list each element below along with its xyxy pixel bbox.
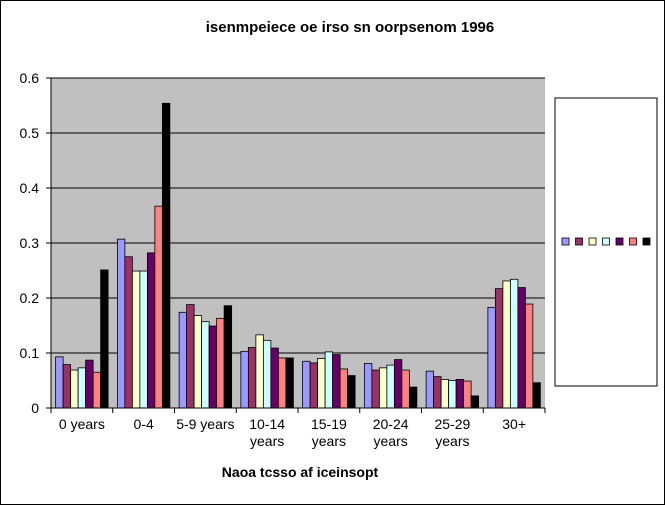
bar bbox=[208, 325, 218, 409]
legend-items bbox=[561, 237, 651, 246]
bar bbox=[440, 378, 450, 409]
bar bbox=[216, 317, 225, 409]
legend-swatch bbox=[629, 237, 637, 246]
x-tick-label: 0-4 bbox=[134, 416, 154, 432]
bar bbox=[470, 395, 480, 409]
bar bbox=[186, 304, 195, 409]
bar bbox=[178, 311, 188, 409]
bar bbox=[463, 380, 472, 409]
bar bbox=[363, 363, 373, 409]
bar bbox=[302, 360, 311, 409]
bar bbox=[116, 238, 126, 409]
x-tick-labels: 0 years 0-4 5-9 years 10-14 years 15-19 years 2… bbox=[50, 408, 546, 449]
bar bbox=[494, 288, 504, 409]
bar bbox=[131, 270, 141, 409]
bar bbox=[146, 252, 156, 409]
x-tick-label: 20-24 years bbox=[373, 416, 409, 449]
bar bbox=[255, 334, 264, 409]
bar bbox=[124, 256, 133, 409]
legend-swatch bbox=[602, 237, 610, 246]
bar bbox=[425, 370, 435, 409]
bar bbox=[277, 357, 287, 409]
bar bbox=[347, 375, 356, 409]
bar bbox=[70, 369, 79, 409]
bar bbox=[524, 303, 534, 409]
legend-swatch bbox=[588, 237, 597, 246]
y-tick-label: 0.4 bbox=[20, 180, 40, 196]
bar bbox=[139, 270, 148, 409]
bar bbox=[270, 347, 279, 409]
x-tick-label: 5-9 years bbox=[176, 416, 234, 432]
y-tick-label: 0 bbox=[31, 400, 39, 416]
bar bbox=[433, 376, 442, 409]
y-tick-label: 0.2 bbox=[20, 290, 40, 306]
bar bbox=[401, 369, 410, 409]
bar bbox=[240, 350, 249, 409]
bar bbox=[393, 359, 403, 409]
legend-swatch bbox=[575, 237, 583, 246]
y-tick-label: 0.3 bbox=[20, 235, 40, 251]
bar bbox=[317, 358, 326, 409]
bar bbox=[77, 367, 87, 409]
bar bbox=[502, 280, 511, 409]
bar bbox=[285, 357, 294, 409]
bar bbox=[193, 315, 203, 409]
x-tick-label: 30+ bbox=[502, 416, 526, 432]
bar bbox=[517, 287, 526, 409]
bar bbox=[85, 359, 94, 409]
bars bbox=[55, 102, 541, 409]
bar bbox=[448, 380, 457, 409]
bar bbox=[509, 278, 519, 409]
chart-title: isenmpeiece oe irso sn oorpsenom 1996 bbox=[206, 19, 494, 36]
bar bbox=[386, 364, 395, 409]
legend-swatch bbox=[642, 237, 651, 246]
x-tick-label: 10-14 years bbox=[249, 416, 285, 449]
bar bbox=[62, 364, 72, 409]
bar bbox=[455, 378, 465, 409]
x-tick-label: 25-29 years bbox=[434, 416, 470, 449]
bar bbox=[324, 351, 334, 409]
legend-swatch bbox=[615, 237, 624, 246]
bar bbox=[309, 362, 319, 409]
bar bbox=[378, 367, 388, 409]
bar bbox=[161, 102, 171, 409]
x-tick-label: 15-19 years bbox=[311, 416, 347, 449]
bar bbox=[262, 339, 272, 409]
legend-swatch bbox=[561, 237, 570, 246]
bar bbox=[92, 371, 102, 409]
bar bbox=[247, 347, 257, 409]
x-tick-label: 0 years bbox=[59, 416, 105, 432]
y-tick-labels: 0 0.1 0.2 0.3 0.4 0.5 0.6 bbox=[20, 70, 51, 416]
y-tick-label: 0.1 bbox=[20, 345, 40, 361]
bar bbox=[487, 306, 496, 409]
bar bbox=[408, 386, 418, 409]
bar bbox=[100, 269, 109, 409]
x-axis-title: Naoa tcsso af iceinsopt bbox=[222, 464, 379, 480]
bar bbox=[154, 205, 163, 409]
y-tick-label: 0.6 bbox=[20, 70, 40, 86]
bar bbox=[223, 305, 233, 409]
y-tick-label: 0.5 bbox=[20, 125, 40, 141]
bar bbox=[55, 356, 64, 409]
bar bbox=[532, 382, 541, 409]
bar bbox=[201, 321, 210, 409]
bar bbox=[339, 368, 349, 409]
bar bbox=[371, 369, 380, 409]
bar bbox=[332, 354, 341, 409]
